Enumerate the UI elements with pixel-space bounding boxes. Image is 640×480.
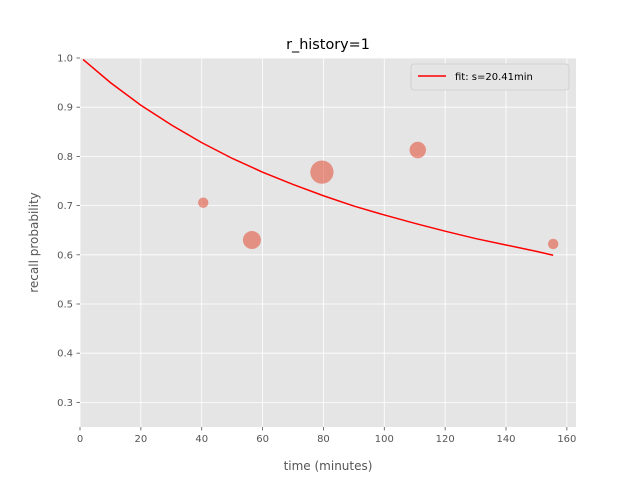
chart-title: r_history=1 [286,37,370,53]
scatter-point [547,238,559,250]
legend-label: fit: s=20.41min [455,72,533,83]
x-tick-label: 100 [375,434,394,445]
scatter-point [242,231,261,250]
grid [79,57,576,427]
y-tick-label: 1.0 [57,54,73,65]
y-axis-label: recall probability [27,192,41,293]
x-tick-label: 0 [77,434,83,445]
legend-box [410,63,570,91]
x-tick-label: 60 [256,434,269,445]
scatter-point [310,160,334,184]
x-tick-label: 40 [195,434,208,445]
scatter-layer [198,141,559,250]
x-axis: 0 20 40 60 80 100 120 140 160 [77,427,576,445]
x-tick-label: 80 [317,434,330,445]
y-tick-label: 0.3 [57,398,73,409]
scatter-point [198,197,209,208]
x-axis-label: time (minutes) [284,459,373,473]
y-tick-label: 0.7 [57,201,73,212]
x-tick-label: 140 [496,434,515,445]
fit-line [82,58,554,257]
legend: fit: s=20.41min [410,63,570,91]
x-tick-label: 20 [134,434,147,445]
y-tick-label: 0.9 [57,103,73,114]
y-axis: 0.3 0.4 0.5 0.6 0.7 0.8 0.9 1.0 [57,54,80,409]
y-tick-label: 0.5 [57,300,73,311]
scatter-point [409,141,426,159]
y-tick-label: 0.4 [57,349,73,360]
y-tick-label: 0.8 [57,152,73,163]
x-tick-label: 160 [557,434,576,445]
fit-layer [82,58,554,257]
y-tick-label: 0.6 [57,250,73,261]
x-tick-label: 120 [436,434,455,445]
